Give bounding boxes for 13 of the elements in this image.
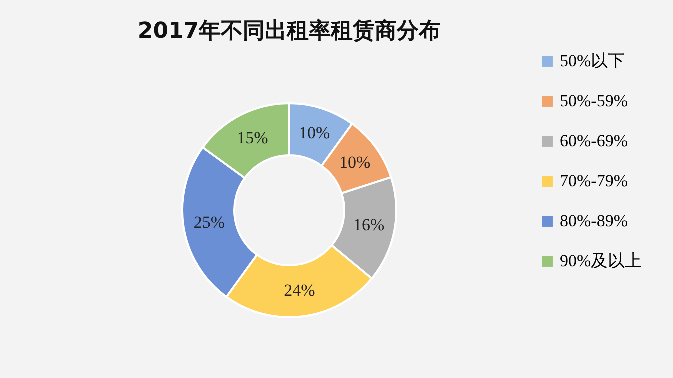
legend-label: 90%及以上 <box>560 252 642 270</box>
data-label: 16% <box>353 216 385 235</box>
data-label: 24% <box>284 280 316 300</box>
legend-label: 70%-79% <box>560 172 628 190</box>
legend-label: 80%-89% <box>560 212 628 230</box>
data-label: 10% <box>298 123 330 142</box>
data-label: 15% <box>237 128 268 148</box>
chart-title: 2017年不同出租率租赁商分布 <box>138 18 442 44</box>
legend-label: 50%-59% <box>560 92 628 110</box>
data-label: 25% <box>194 213 226 232</box>
data-label: 10% <box>339 152 371 172</box>
legend-label: 60%-69% <box>560 132 628 150</box>
legend-label: 50%以下 <box>560 52 626 70</box>
